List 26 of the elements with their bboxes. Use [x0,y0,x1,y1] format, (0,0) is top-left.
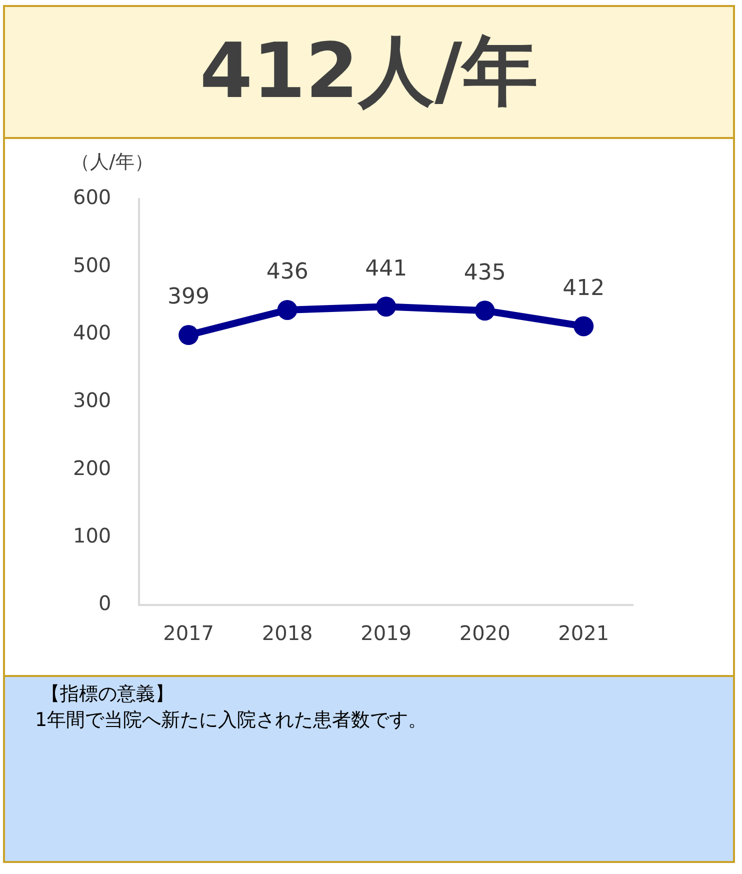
point [376,296,396,317]
y-tick-label: 100 [72,524,112,548]
data-label: 399 [168,284,210,310]
y-tick-label: 300 [72,388,112,412]
text: 【指標の意義】 [40,682,175,707]
x-tick-label: 2017 [163,621,214,646]
point [574,316,594,336]
point [178,325,199,346]
x-tick-label: 2020 [459,621,510,646]
x-tick-label: 2019 [360,621,412,646]
point [277,300,298,320]
data-label: 441 [365,256,408,282]
y-tick-label: 0 [98,591,112,616]
x-tick-label: 2021 [558,621,610,646]
point [474,300,495,321]
data-label: 435 [464,260,506,286]
y-tick-label: 600 [72,185,112,210]
y-tick-label: 400 [72,320,112,345]
data-label: 412 [562,276,605,301]
text: 1年間で当院へ新たに入院された患者数です。 [35,708,428,733]
y-axis-title: （人/年） [71,150,154,175]
x-tick-label: 2018 [262,621,313,646]
y-tick-label: 200 [72,456,112,480]
y-tick-label: 500 [72,252,112,277]
data-label: 436 [266,260,308,285]
chart-title: 412人/年 [200,24,538,116]
